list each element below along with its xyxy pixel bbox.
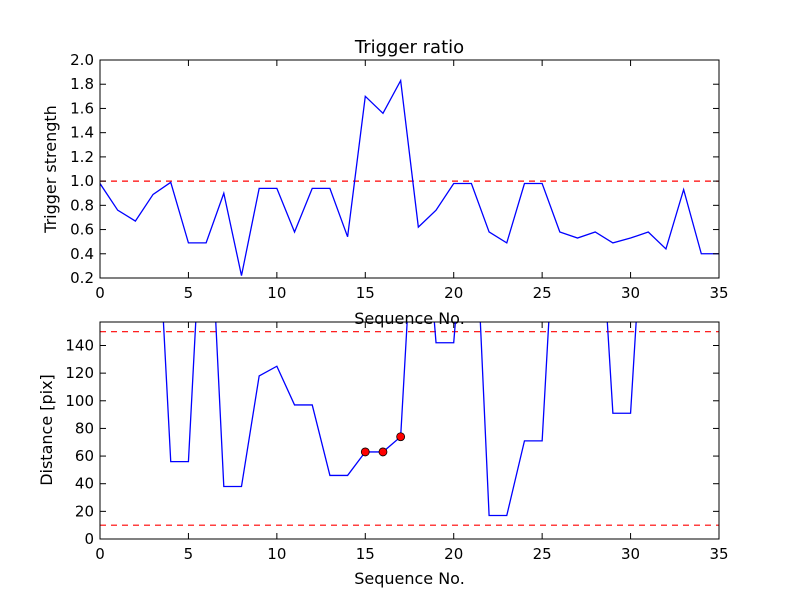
- threshold-lines: [100, 331, 719, 526]
- y-tick-label: 1.4: [70, 124, 94, 142]
- series-lines: [100, 78, 719, 276]
- series-line: [162, 322, 637, 517]
- y-tick-label: 80: [75, 419, 94, 437]
- y-tick-label: 0.4: [70, 245, 94, 263]
- y-tick-label: 0.2: [70, 269, 94, 287]
- y-tick-label: 20: [75, 502, 94, 520]
- x-tick-label: 5: [184, 545, 194, 563]
- series-lines: [162, 322, 637, 517]
- distance-panel: 0 5 10 15 20 25 30 35 0 20 40 60 80 100 120 140 Sequenc…: [37, 321, 729, 588]
- x-axis-label: Sequence No.: [354, 309, 465, 328]
- chart-title: Trigger ratio: [354, 37, 464, 58]
- highlight-marker: [360, 447, 370, 457]
- y-tick-label: 1.8: [70, 75, 94, 93]
- y-axis-label: Trigger strength: [41, 105, 60, 234]
- y-tick-label: 1.2: [70, 148, 94, 166]
- y-tick-label: 0.8: [70, 196, 94, 214]
- highlight-marker: [396, 432, 406, 442]
- plot-frame: [99, 59, 720, 279]
- x-tick-label: 0: [95, 545, 105, 563]
- x-tick-label: 25: [533, 284, 552, 302]
- y-tick-label: 2.0: [70, 51, 94, 69]
- y-tick-label: 1.6: [70, 99, 94, 117]
- y-tick-label: 1.0: [70, 172, 94, 190]
- series-line: [100, 78, 719, 276]
- plot-frame: [99, 321, 720, 540]
- y-tick-label: 40: [75, 475, 94, 493]
- x-tick-label: 0: [95, 284, 105, 302]
- y-tick-label: 100: [65, 392, 94, 410]
- x-tick-label: 20: [444, 545, 463, 563]
- x-tick-label: 35: [709, 284, 728, 302]
- highlight-marker: [378, 447, 388, 457]
- x-tick-label: 10: [267, 545, 286, 563]
- x-tick-label: 20: [444, 284, 463, 302]
- x-tick-label: 25: [533, 545, 552, 563]
- y-tick-label: 0.6: [70, 221, 94, 239]
- x-axis-label: Sequence No.: [354, 569, 465, 588]
- x-tick-label: 15: [356, 545, 375, 563]
- x-tick-label: 30: [621, 284, 640, 302]
- axis-ticks: 0 5 10 15 20 25 30 35 0.2 0.4 0.6 0.8 1.0 1.2 1.4 1.6 1.…: [70, 51, 728, 302]
- x-tick-label: 30: [621, 545, 640, 563]
- y-tick-label: 60: [75, 447, 94, 465]
- axis-ticks: 0 5 10 15 20 25 30 35 0 20 40 60 80 100 120 140: [65, 322, 729, 563]
- x-tick-label: 35: [709, 545, 728, 563]
- y-tick-label: 120: [65, 364, 94, 382]
- highlight-markers: [360, 432, 406, 457]
- x-tick-label: 10: [267, 284, 286, 302]
- y-tick-label: 140: [65, 336, 94, 354]
- trigger-ratio-panel: Trigger ratio 0 5 10 15 20 25 30 35 0.2 0.4 0.6 0.8…: [41, 37, 729, 328]
- x-tick-label: 5: [184, 284, 194, 302]
- y-axis-label: Distance [pix]: [37, 374, 56, 486]
- y-tick-label: 0: [84, 530, 94, 548]
- x-tick-label: 15: [356, 284, 375, 302]
